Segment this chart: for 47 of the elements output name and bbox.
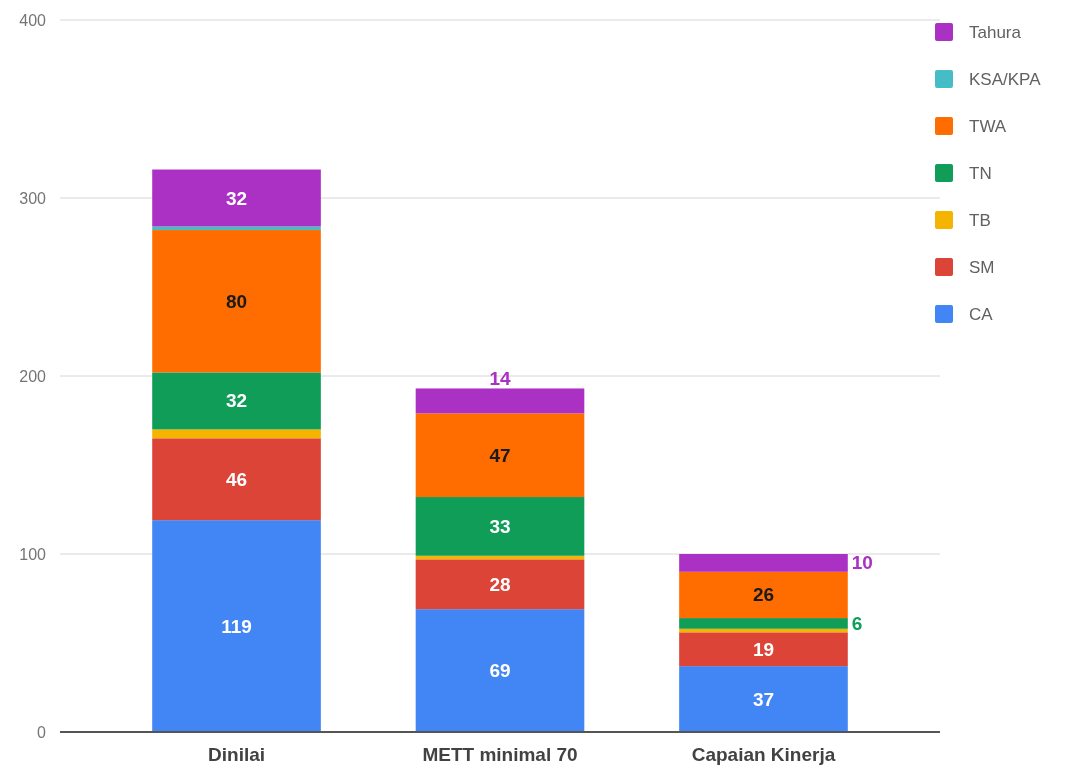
y-tick-label: 400	[19, 11, 47, 29]
y-tick-label: 0	[37, 723, 47, 741]
y-tick-label: 200	[19, 367, 47, 385]
data-label: 37	[752, 688, 775, 710]
data-label: 14	[489, 368, 511, 390]
data-label: 10	[851, 552, 873, 574]
y-tick-label: 300	[19, 189, 47, 207]
data-label: 46	[225, 468, 248, 490]
bar	[415, 559, 585, 610]
bar	[679, 571, 848, 619]
legend-label: Tahura	[969, 22, 1022, 42]
bar	[679, 632, 848, 667]
data-label: 47	[489, 444, 511, 466]
data-label: 32	[225, 187, 248, 209]
data-label: 33	[489, 515, 511, 537]
bar	[679, 554, 848, 572]
bar	[152, 372, 321, 430]
bar	[152, 520, 321, 732]
x-tick-label: Dinilai	[208, 744, 266, 766]
bar	[415, 609, 585, 732]
x-tick-label: Capaian Kinerja	[691, 744, 836, 766]
data-label: 6	[851, 612, 863, 634]
bar	[679, 618, 848, 629]
data-label: 80	[225, 290, 248, 312]
x-tick-label: METT minimal 70	[422, 744, 578, 766]
legend-label: TWA	[969, 116, 1007, 136]
bar	[152, 438, 321, 521]
bar	[152, 429, 321, 439]
legend-label: CA	[969, 304, 994, 324]
legend-label: TN	[969, 163, 992, 183]
data-label: 26	[752, 584, 775, 606]
data-label: 19	[752, 638, 775, 660]
bar	[415, 497, 585, 556]
y-tick-label: 100	[19, 545, 47, 563]
data-label: 69	[489, 660, 511, 682]
legend-label: TB	[969, 210, 991, 230]
data-label: 32	[225, 390, 248, 412]
bar	[152, 169, 321, 227]
legend-label: SM	[969, 257, 995, 277]
bar	[152, 230, 321, 373]
data-label: 119	[221, 615, 252, 637]
bar	[415, 413, 585, 498]
bar	[152, 226, 321, 231]
legend-label: KSA/KPA	[969, 69, 1042, 89]
data-label: 28	[489, 573, 511, 595]
bar	[415, 388, 585, 414]
bar	[679, 666, 848, 732]
